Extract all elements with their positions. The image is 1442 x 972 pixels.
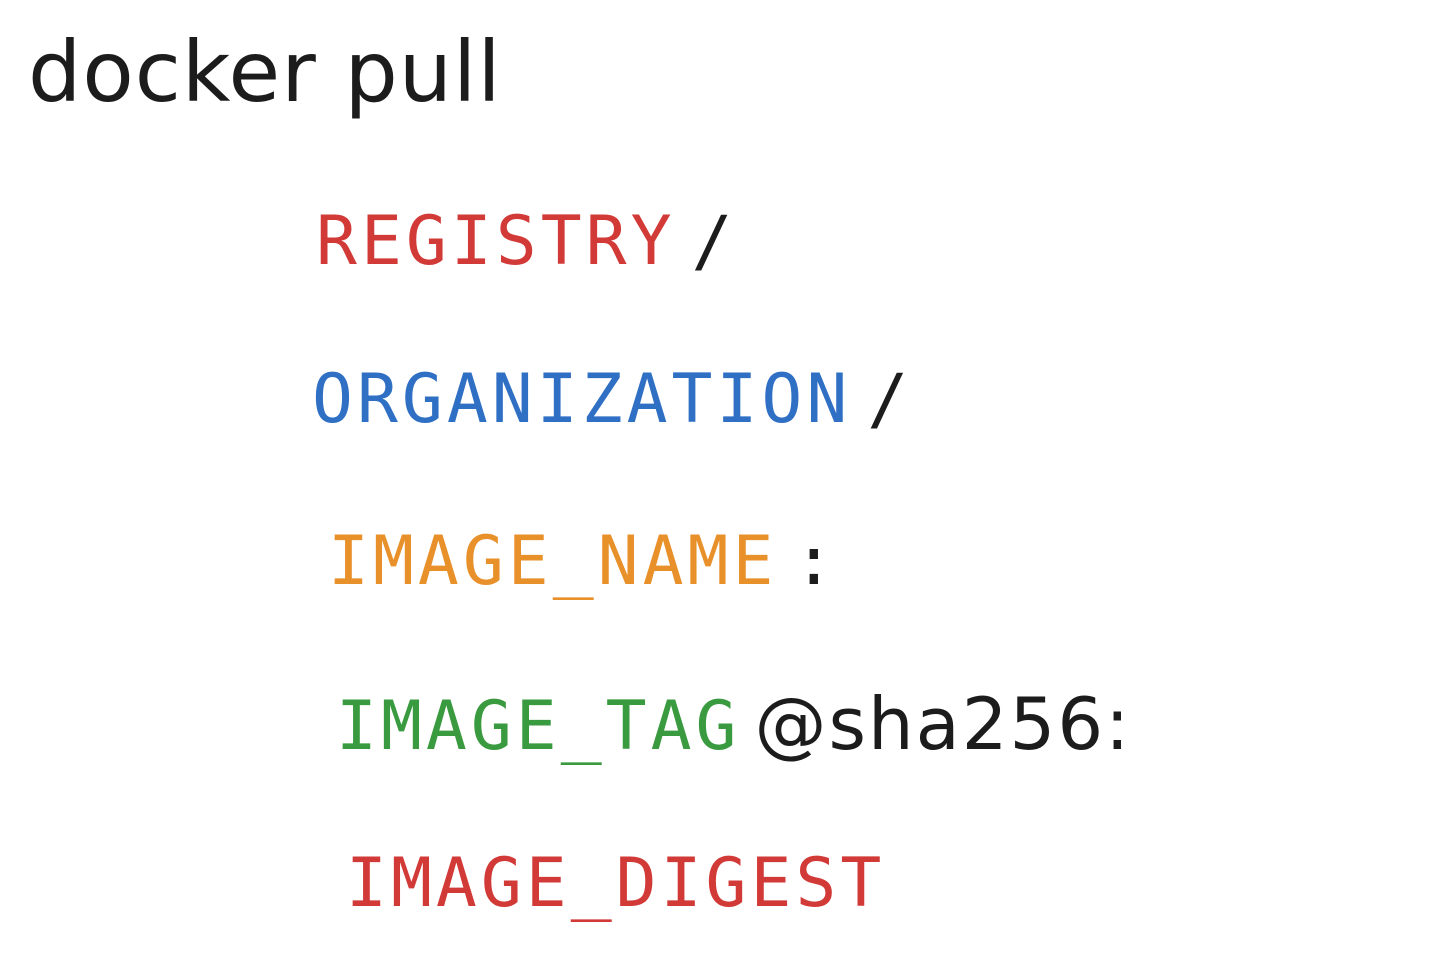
image-tag-label: IMAGE_TAG [336,687,741,766]
organization-separator: / [867,360,909,439]
registry-label: REGISTRY [316,202,676,281]
command-label: docker pull [28,23,502,121]
image-name-row: IMAGE_NAME: [328,528,834,596]
image-tag-row: IMAGE_TAG @sha256: [336,688,1131,761]
organization-label: ORGANIZATION [312,360,852,439]
image-digest-label: IMAGE_DIGEST [346,844,886,923]
image-digest-row: IMAGE_DIGEST [346,850,885,918]
image-name-label: IMAGE_NAME [328,522,778,601]
image-name-separator: : [793,522,835,601]
image-tag-separator: @sha256: [754,682,1132,766]
registry-row: REGISTRY / [316,208,732,276]
organization-row: ORGANIZATION / [312,366,908,434]
registry-separator: / [691,202,733,281]
